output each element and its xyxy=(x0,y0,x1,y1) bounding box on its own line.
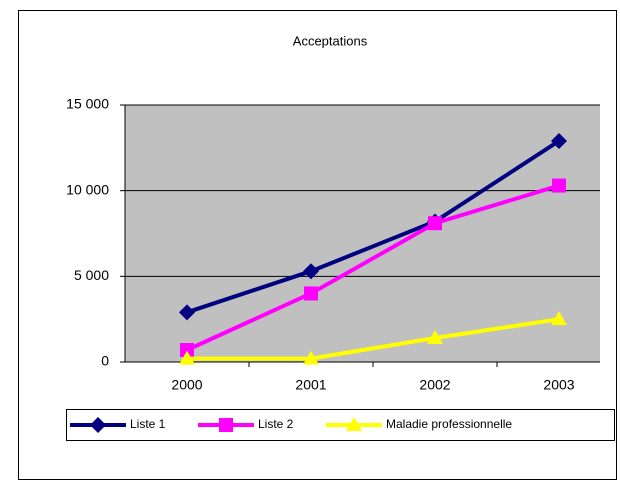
y-tick-label: 5 000 xyxy=(74,267,109,283)
y-tick-label: 15 000 xyxy=(66,96,109,112)
marker xyxy=(303,263,319,280)
plot-area xyxy=(125,105,600,362)
marker xyxy=(427,330,443,345)
series-line xyxy=(187,317,560,361)
y-tick-label: 10 000 xyxy=(66,181,109,197)
series-line xyxy=(186,139,561,315)
x-tick-label: 2002 xyxy=(419,377,450,393)
marker xyxy=(303,350,319,365)
legend-label: Liste 1 xyxy=(130,417,166,431)
x-tick-label: 2000 xyxy=(171,377,202,393)
chart-title: Acceptations xyxy=(293,33,368,48)
y-tick-label: 0 xyxy=(101,353,109,369)
marker xyxy=(180,343,194,358)
x-tick-label: 2003 xyxy=(543,377,574,393)
series-line xyxy=(186,183,560,352)
marker xyxy=(179,304,195,321)
marker xyxy=(304,286,318,301)
marker xyxy=(346,417,362,431)
legend-label: Maladie professionnelle xyxy=(386,417,512,431)
legend-label: Liste 2 xyxy=(258,417,294,431)
marker xyxy=(90,417,106,433)
marker xyxy=(428,216,442,231)
x-tick-label: 2001 xyxy=(295,377,326,393)
marker xyxy=(219,418,233,432)
marker xyxy=(179,350,195,365)
marker xyxy=(551,311,567,326)
marker xyxy=(551,132,567,149)
marker xyxy=(552,178,566,193)
